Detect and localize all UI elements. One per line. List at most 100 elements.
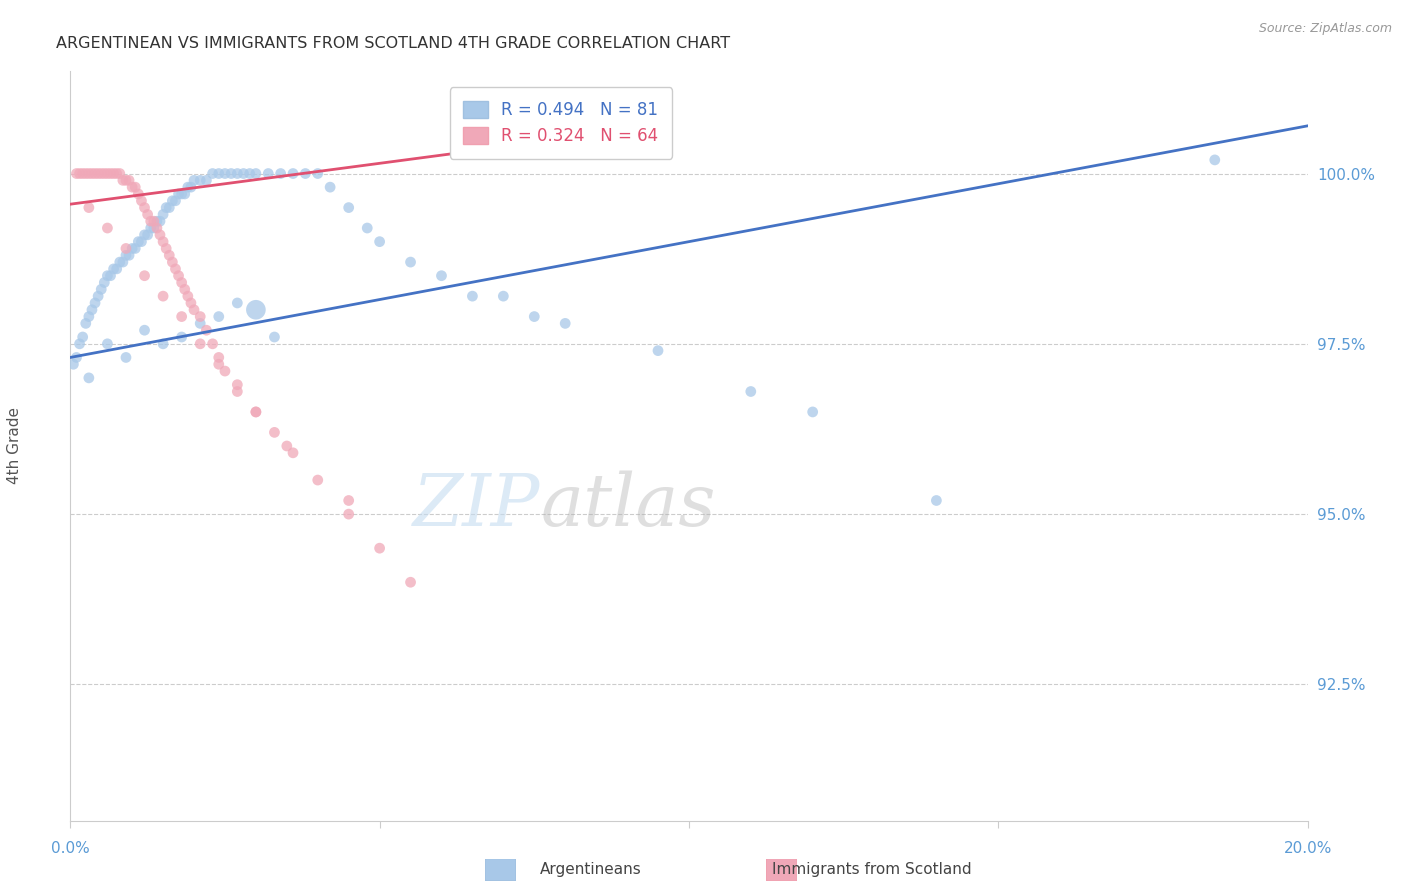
Point	[100, 167, 122, 181]
Point	[90, 282, 112, 296]
Point	[75, 317, 97, 331]
Point	[80, 167, 103, 181]
Point	[124, 180, 146, 194]
Point	[155, 242, 177, 256]
Point	[84, 167, 107, 181]
Point	[276, 439, 298, 453]
Point	[188, 336, 211, 351]
Point	[105, 167, 128, 181]
Point	[281, 167, 304, 181]
Point	[127, 235, 149, 249]
Point	[134, 201, 156, 215]
Point	[170, 330, 193, 344]
Point	[157, 201, 180, 215]
Point	[115, 248, 138, 262]
Point	[134, 323, 156, 337]
Point	[157, 248, 180, 262]
Point	[121, 180, 143, 194]
Point	[108, 255, 131, 269]
Point	[134, 268, 156, 283]
Point	[399, 255, 422, 269]
Point	[201, 167, 224, 181]
Point	[337, 201, 360, 215]
Point	[170, 276, 193, 290]
Point	[219, 167, 242, 181]
Point	[93, 167, 115, 181]
Point	[188, 310, 211, 324]
Point	[356, 221, 378, 235]
Point	[214, 167, 236, 181]
Point	[118, 173, 141, 187]
Point	[173, 186, 195, 201]
Point	[925, 493, 948, 508]
Point	[188, 317, 211, 331]
Point	[136, 227, 159, 242]
Text: 20.0%: 20.0%	[1284, 841, 1331, 856]
Point	[177, 180, 200, 194]
Point	[90, 167, 112, 181]
Point	[69, 167, 91, 181]
FancyBboxPatch shape	[485, 858, 516, 881]
Point	[80, 302, 103, 317]
Point	[492, 289, 515, 303]
Point	[647, 343, 669, 358]
Point	[115, 242, 138, 256]
Point	[72, 330, 94, 344]
Point	[801, 405, 824, 419]
Point	[100, 268, 122, 283]
Point	[155, 201, 177, 215]
Point	[111, 255, 134, 269]
Point	[461, 289, 484, 303]
Point	[131, 194, 153, 208]
Point	[270, 167, 292, 181]
Point	[208, 357, 231, 371]
Text: 4th Grade: 4th Grade	[7, 408, 21, 484]
Point	[188, 173, 211, 187]
Point	[149, 214, 172, 228]
Point	[368, 235, 391, 249]
Point	[96, 268, 118, 283]
Point	[170, 186, 193, 201]
Point	[146, 221, 169, 235]
Point	[214, 364, 236, 378]
Point	[62, 357, 84, 371]
Point	[226, 384, 249, 399]
Point	[72, 167, 94, 181]
Point	[162, 194, 184, 208]
Point	[180, 296, 202, 310]
Point	[170, 310, 193, 324]
Point	[142, 221, 165, 235]
Point	[245, 405, 267, 419]
Point	[115, 351, 138, 365]
Point	[208, 351, 231, 365]
Point	[167, 186, 190, 201]
Point	[65, 167, 87, 181]
Point	[77, 310, 100, 324]
Point	[127, 186, 149, 201]
Point	[245, 167, 267, 181]
Point	[69, 336, 91, 351]
Point	[740, 384, 762, 399]
Point	[105, 261, 128, 276]
Point	[257, 167, 280, 181]
Point	[167, 268, 190, 283]
Point	[307, 167, 329, 181]
Point	[263, 330, 285, 344]
Point	[201, 336, 224, 351]
Point	[523, 310, 546, 324]
Point	[111, 173, 134, 187]
Point	[294, 167, 316, 181]
Point	[84, 296, 107, 310]
Point	[165, 194, 187, 208]
Text: Source: ZipAtlas.com: Source: ZipAtlas.com	[1258, 22, 1392, 36]
Point	[96, 336, 118, 351]
Text: Argentineans: Argentineans	[540, 863, 641, 877]
Point	[121, 242, 143, 256]
Point	[368, 541, 391, 556]
Point	[103, 261, 125, 276]
Point	[281, 446, 304, 460]
Point	[337, 493, 360, 508]
Text: Immigrants from Scotland: Immigrants from Scotland	[772, 863, 972, 877]
Point	[142, 214, 165, 228]
Text: atlas: atlas	[540, 471, 716, 541]
